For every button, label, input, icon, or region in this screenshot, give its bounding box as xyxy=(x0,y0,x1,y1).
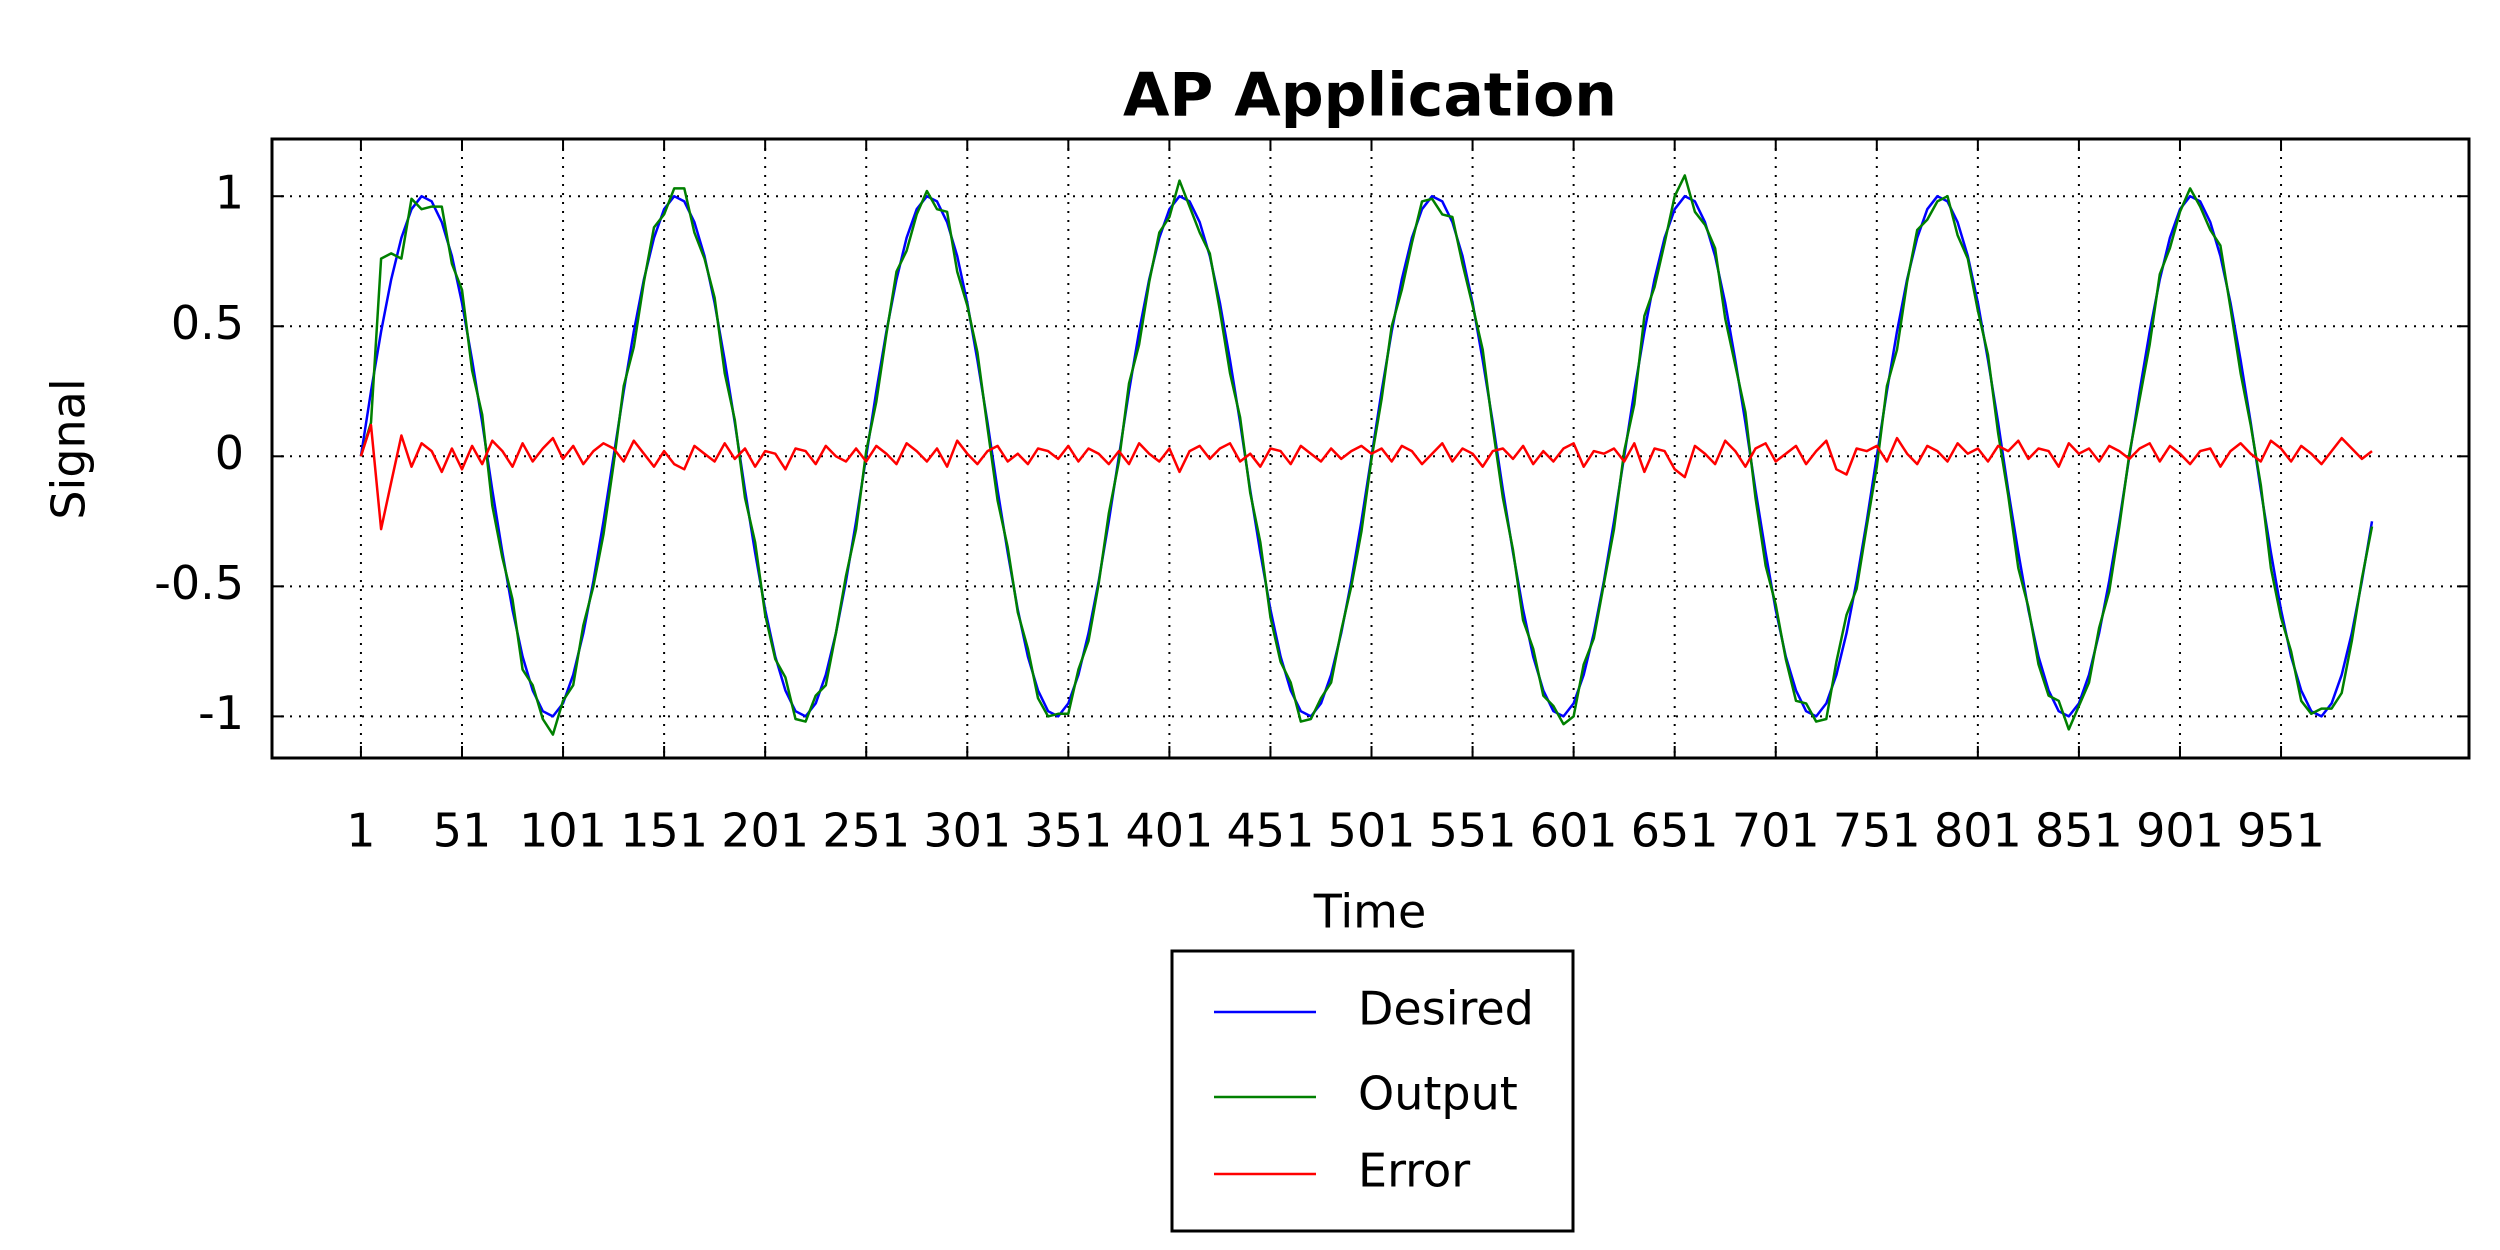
x-tick-label: 501 xyxy=(1328,804,1416,858)
x-tick-label: 901 xyxy=(2136,804,2224,858)
x-tick-label: 51 xyxy=(433,804,492,858)
x-tick-label: 551 xyxy=(1429,804,1517,858)
x-tick-label: 801 xyxy=(1934,804,2022,858)
legend-label: Error xyxy=(1358,1144,1470,1198)
series-line xyxy=(359,423,2373,531)
x-tick-label: 751 xyxy=(1833,804,1921,858)
chart-title: AP Application xyxy=(1123,61,1617,131)
legend-label: Output xyxy=(1358,1067,1518,1121)
x-tick-label: 451 xyxy=(1227,804,1315,858)
plot-frame xyxy=(270,137,2471,760)
x-tick-label: 701 xyxy=(1732,804,1820,858)
x-tick-label: 601 xyxy=(1530,804,1618,858)
y-tick-label: 1 xyxy=(215,166,244,220)
y-tick-label: 0 xyxy=(215,426,244,480)
x-tick-label: 151 xyxy=(620,804,708,858)
x-axis-label: Time xyxy=(1313,885,1427,939)
legend-box xyxy=(1170,949,1575,1233)
x-tick-label: 101 xyxy=(519,804,607,858)
x-tick-label: 851 xyxy=(2035,804,2123,858)
x-tick-label: 651 xyxy=(1631,804,1719,858)
y-tick-label: -0.5 xyxy=(154,556,244,610)
legend-label: Desired xyxy=(1358,982,1534,1036)
x-tick-label: 401 xyxy=(1125,804,1213,858)
x-tick-label: 301 xyxy=(923,804,1011,858)
series-line xyxy=(359,194,2374,718)
y-axis-label: Signal xyxy=(42,378,96,519)
y-tick-label: 0.5 xyxy=(171,296,244,350)
series-line xyxy=(359,174,2374,736)
x-tick-label: 951 xyxy=(2237,804,2325,858)
x-tick-label: 201 xyxy=(721,804,809,858)
x-tick-label: 351 xyxy=(1024,804,1112,858)
y-tick-label: -1 xyxy=(198,686,244,740)
x-tick-label: 1 xyxy=(346,804,375,858)
x-tick-label: 251 xyxy=(822,804,910,858)
